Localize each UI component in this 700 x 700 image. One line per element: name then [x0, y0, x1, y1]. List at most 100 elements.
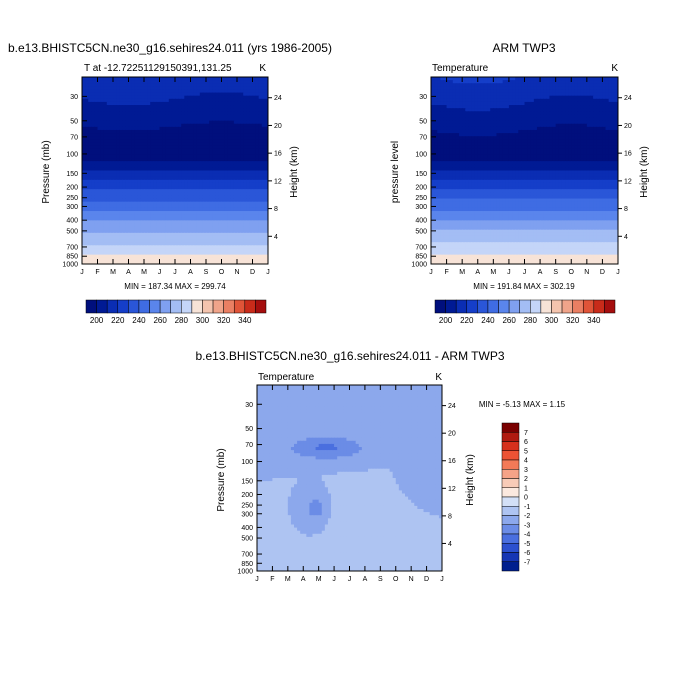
contour-cell — [94, 207, 99, 212]
contour-cell — [499, 133, 504, 137]
contour-cell — [258, 232, 263, 237]
contour-cell — [184, 105, 188, 109]
contour-cell — [128, 126, 133, 131]
contour-cell — [264, 80, 268, 84]
contour-cell — [233, 114, 238, 119]
contour-cell — [184, 77, 188, 81]
contour-cell — [477, 123, 482, 128]
contour-cell — [88, 186, 92, 190]
contour-cell — [109, 239, 114, 243]
contour-cell — [165, 151, 170, 156]
contour-cell — [106, 92, 111, 97]
contour-cell — [586, 120, 591, 125]
contour-cell — [206, 83, 210, 87]
contour-cell — [521, 89, 526, 94]
contour-cell — [255, 198, 260, 203]
contour-cell — [156, 167, 161, 172]
contour-cell — [162, 83, 167, 87]
contour-cell — [605, 114, 610, 119]
contour-cell — [196, 158, 201, 162]
contour-cell — [227, 126, 232, 131]
contour-cell — [153, 223, 157, 228]
contour-cell — [602, 133, 607, 137]
contour-cell — [462, 111, 466, 115]
contour-cell — [196, 170, 201, 175]
contour-cell — [533, 89, 538, 94]
contour-cell — [227, 108, 232, 112]
contour-cell — [246, 126, 250, 131]
contour-cell — [202, 80, 207, 84]
contour-cell — [184, 142, 188, 147]
contour-cell — [237, 126, 241, 131]
contour-cell — [97, 92, 102, 97]
contour-cell — [128, 92, 133, 97]
contour-cell — [264, 89, 268, 94]
contour-cell — [209, 170, 213, 175]
contour-cell — [440, 86, 445, 91]
contour-cell — [552, 126, 557, 131]
contour-cell — [455, 80, 460, 84]
contour-cell — [97, 245, 102, 250]
contour-cell — [202, 251, 207, 256]
contour-cell — [113, 248, 117, 253]
contour-cell — [168, 223, 173, 228]
contour-cell — [162, 98, 167, 103]
contour-cell — [246, 129, 250, 134]
contour-cell — [243, 201, 247, 206]
contour-cell — [165, 98, 170, 103]
contour-cell — [568, 101, 572, 106]
contour-cell — [147, 133, 151, 137]
contour-cell — [144, 217, 148, 221]
contour-cell — [524, 101, 529, 106]
contour-cell — [122, 142, 126, 147]
contour-cell — [125, 220, 130, 225]
contour-cell — [100, 226, 105, 231]
contour-cell — [187, 142, 192, 147]
contour-cell — [215, 142, 219, 147]
contour-cell — [543, 114, 547, 119]
contour-cell — [561, 114, 566, 119]
contour-cell — [264, 120, 268, 125]
contour-cell — [527, 98, 532, 103]
contour-cell — [255, 204, 260, 209]
contour-cell — [193, 192, 198, 197]
contour-cell — [240, 136, 244, 140]
contour-cell — [608, 114, 613, 119]
contour-cell — [190, 211, 195, 215]
contour-cell — [249, 158, 254, 162]
contour-cell — [119, 229, 123, 234]
contour-cell — [209, 148, 213, 153]
contour-cell — [224, 123, 229, 128]
contour-cell — [171, 164, 176, 168]
contour-cell — [144, 98, 148, 103]
contour-cell — [246, 192, 250, 197]
contour-cell — [431, 77, 435, 81]
contour-cell — [224, 89, 229, 94]
contour-cell — [261, 251, 266, 256]
contour-cell — [178, 101, 182, 106]
contour-cell — [227, 80, 232, 84]
contour-cell — [440, 142, 445, 147]
contour-cell — [131, 167, 136, 172]
contour-cell — [116, 251, 120, 256]
contour-cell — [605, 80, 610, 84]
contour-cell — [209, 245, 213, 250]
contour-cell — [97, 148, 102, 153]
contour-cell — [571, 111, 575, 115]
contour-cell — [264, 251, 268, 256]
contour-cell — [459, 101, 463, 106]
contour-cell — [162, 148, 167, 153]
contour-cell — [175, 239, 179, 243]
contour-cell — [446, 98, 451, 103]
contour-cell — [199, 198, 204, 203]
contour-cell — [462, 86, 466, 91]
contour-cell — [109, 77, 114, 81]
contour-cell — [243, 129, 247, 134]
contour-cell — [150, 154, 154, 159]
contour-cell — [521, 114, 526, 119]
contour-cell — [596, 120, 600, 125]
contour-cell — [140, 211, 145, 215]
contour-cell — [246, 229, 250, 234]
contour-cell — [583, 123, 588, 128]
contour-cell — [159, 111, 164, 115]
